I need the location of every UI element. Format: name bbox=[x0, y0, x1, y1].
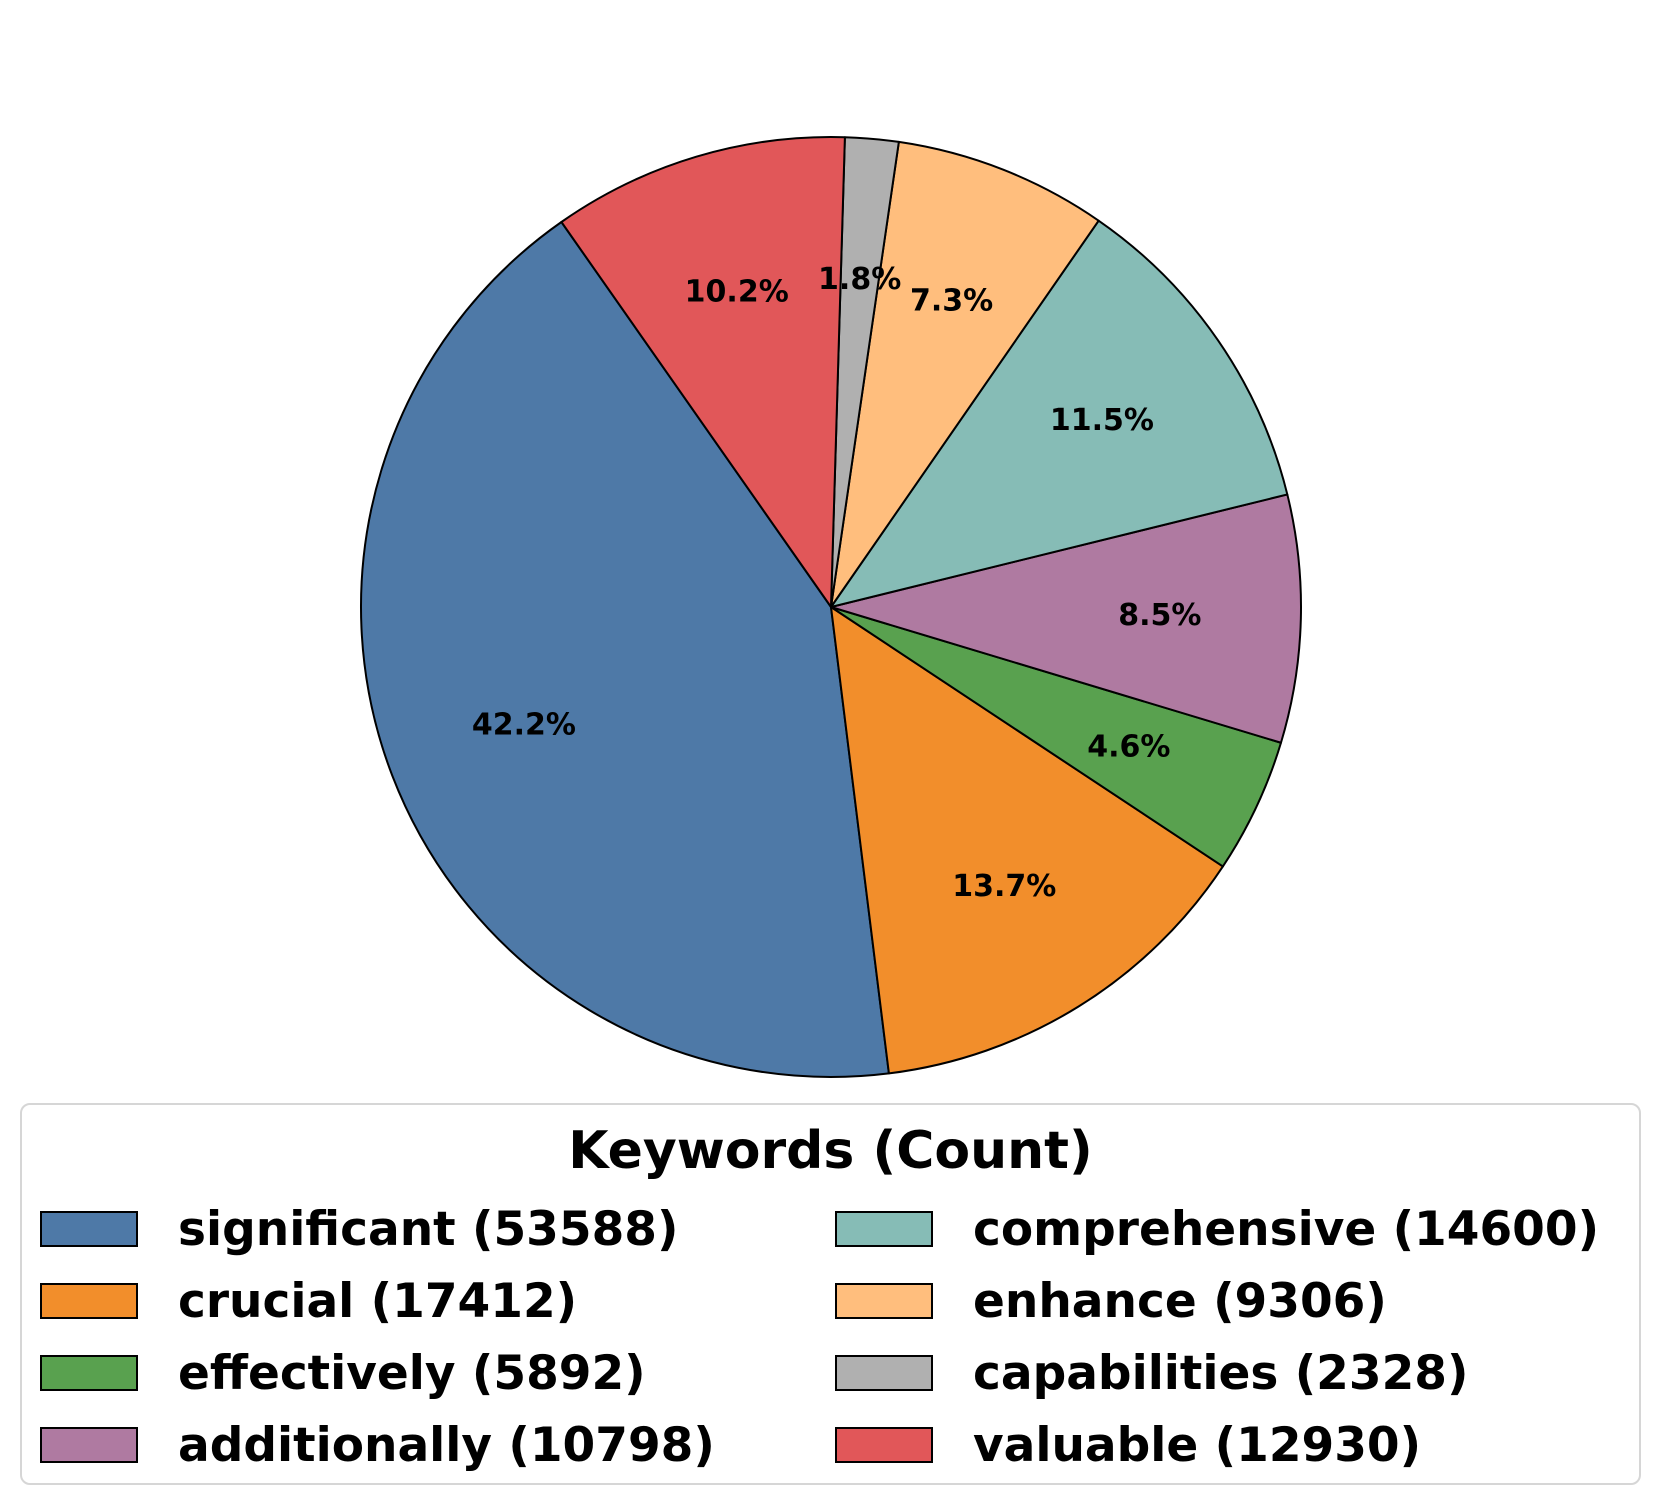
legend-swatch bbox=[835, 1355, 933, 1391]
legend-label: enhance (9306) bbox=[973, 1273, 1387, 1329]
legend-label: significant (53588) bbox=[178, 1201, 679, 1257]
pie-label-significant: 42.2% bbox=[472, 708, 576, 743]
pie-label-capabilities: 1.8% bbox=[818, 262, 901, 297]
legend-swatch bbox=[835, 1427, 933, 1463]
legend-item-comprehensive: comprehensive (14600) bbox=[835, 1201, 1599, 1257]
legend-item-capabilities: capabilities (2328) bbox=[835, 1345, 1468, 1401]
legend-item-effectively: effectively (5892) bbox=[40, 1345, 646, 1401]
legend-swatch bbox=[40, 1283, 138, 1319]
pie-slice-enhance bbox=[830, 140, 1100, 608]
pie-label-valuable: 10.2% bbox=[685, 274, 789, 309]
legend-label: valuable (12930) bbox=[973, 1417, 1422, 1473]
legend-swatch bbox=[835, 1283, 933, 1319]
pie-label-crucial: 13.7% bbox=[952, 869, 1056, 904]
pie-slice-significant bbox=[360, 220, 890, 1078]
pie-percent-labels: 42.2% 13.7% 4.6% 8.5% 11.5% 7.3% 1.8% 10.2% bbox=[472, 262, 1202, 904]
legend-item-enhance: enhance (9306) bbox=[835, 1273, 1387, 1329]
pie-label-effectively: 4.6% bbox=[1087, 729, 1170, 764]
legend-label: capabilities (2328) bbox=[973, 1345, 1469, 1401]
pie-label-additionally: 8.5% bbox=[1118, 598, 1201, 633]
legend-label: comprehensive (14600) bbox=[973, 1201, 1600, 1257]
legend-label: additionally (10798) bbox=[178, 1417, 715, 1473]
legend-label: crucial (17412) bbox=[178, 1273, 578, 1329]
pie-label-comprehensive: 11.5% bbox=[1050, 403, 1154, 438]
legend-swatch bbox=[835, 1211, 933, 1247]
legend-item-valuable: valuable (12930) bbox=[835, 1417, 1421, 1473]
pie-slice-comprehensive bbox=[830, 219, 1289, 608]
legend-swatch bbox=[40, 1355, 138, 1391]
legend-title: Keywords (Count) bbox=[568, 1121, 1093, 1181]
pie-slice-additionally bbox=[830, 493, 1302, 744]
pie-chart: 42.2% 13.7% 4.6% 8.5% 11.5% 7.3% 1.8% 10.2% bbox=[360, 136, 1302, 1078]
pie-slices bbox=[360, 136, 1302, 1078]
legend-item-significant: significant (53588) bbox=[40, 1201, 678, 1257]
pie-label-enhance: 7.3% bbox=[910, 283, 993, 318]
legend-swatch bbox=[40, 1427, 138, 1463]
legend-item-additionally: additionally (10798) bbox=[40, 1417, 715, 1473]
pie-slice-crucial bbox=[830, 606, 1224, 1075]
pie-slice-valuable bbox=[560, 136, 846, 608]
legend-swatch bbox=[40, 1211, 138, 1247]
legend-item-crucial: crucial (17412) bbox=[40, 1273, 577, 1329]
legend: Keywords (Count) significant (53588) cruc… bbox=[20, 1103, 1641, 1485]
legend-label: effectively (5892) bbox=[178, 1345, 646, 1401]
